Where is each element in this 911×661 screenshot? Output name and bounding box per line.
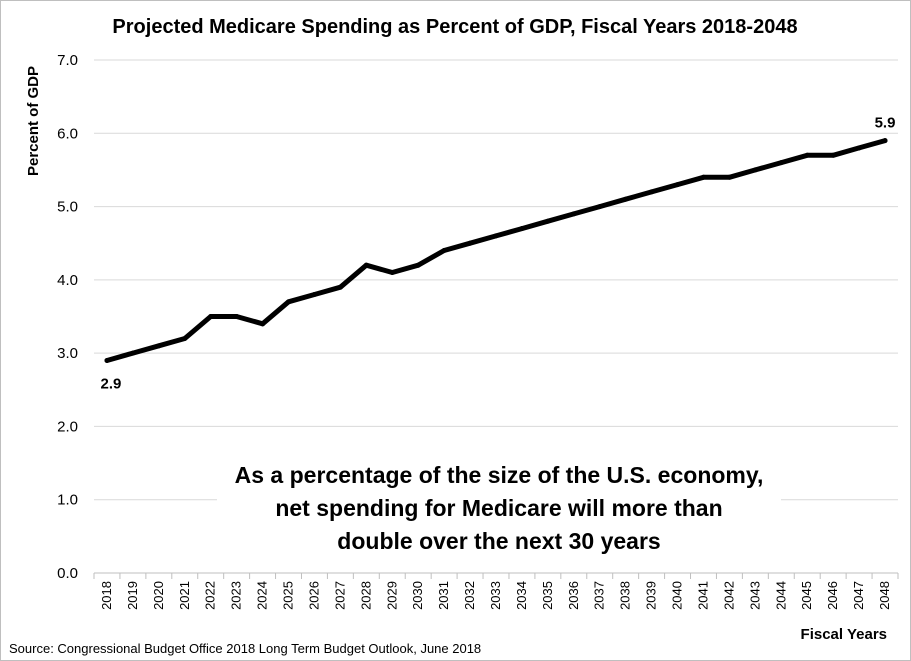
data-point	[389, 270, 395, 276]
data-point	[234, 314, 240, 319]
x-tick-label: 2021	[177, 581, 192, 610]
series-group	[104, 138, 888, 363]
x-tick-label: 2029	[384, 581, 399, 610]
data-point	[778, 160, 784, 166]
y-tick-label: 5.0	[57, 199, 78, 216]
data-label: 5.9	[875, 115, 896, 132]
data-point	[571, 211, 577, 217]
x-tick-label: 2024	[255, 581, 270, 610]
data-point	[441, 248, 447, 254]
data-point	[337, 284, 343, 290]
gridlines	[94, 59, 898, 501]
data-point	[130, 350, 136, 356]
y-tick-label: 6.0	[57, 125, 78, 142]
data-point	[208, 314, 214, 319]
x-tick-label: 2043	[747, 581, 762, 610]
y-tick-label: 3.0	[57, 345, 78, 362]
x-tick-label: 2025	[281, 581, 296, 610]
data-point	[415, 262, 421, 268]
series-line	[104, 138, 888, 363]
x-tick-label: 2042	[721, 581, 736, 610]
data-point	[882, 138, 888, 144]
y-tick-label: 7.0	[57, 52, 78, 69]
data-point	[752, 167, 758, 173]
annotation-line: net spending for Medicare will more than	[275, 495, 722, 521]
data-point	[182, 335, 188, 341]
annotation-background	[217, 455, 781, 564]
data-point	[286, 299, 292, 305]
x-tick-label: 2030	[410, 581, 425, 610]
x-tick-label: 2046	[825, 581, 840, 610]
data-point	[519, 226, 525, 232]
data-labels: 2.9 5.9	[101, 115, 896, 393]
data-point	[649, 189, 655, 195]
x-tick-label: 2032	[462, 581, 477, 610]
data-point	[700, 174, 706, 180]
x-axis-label: Fiscal Years	[801, 626, 887, 643]
annotation-line: double over the next 30 years	[337, 528, 660, 554]
x-tick-label: 2039	[644, 581, 659, 610]
chart-title: Projected Medicare Spending as Percent o…	[112, 16, 797, 38]
x-tick-label: 2027	[332, 581, 347, 610]
data-point	[467, 240, 473, 246]
data-point	[623, 196, 629, 202]
x-axis	[93, 572, 899, 579]
x-tick-label: 2022	[203, 581, 218, 610]
data-point	[156, 343, 162, 349]
data-point	[830, 152, 836, 158]
y-tick-label: 4.0	[57, 272, 78, 289]
x-tick-label: 2036	[566, 581, 581, 610]
data-point	[363, 262, 369, 268]
x-tick-label: 2034	[514, 581, 529, 610]
data-point	[545, 218, 551, 224]
data-label: 2.9	[101, 375, 122, 392]
x-tick-label: 2045	[799, 581, 814, 610]
x-tick-label: 2019	[125, 581, 140, 610]
x-tick-label: 2018	[99, 581, 114, 610]
x-tick-label: 2047	[851, 581, 866, 610]
data-point	[104, 357, 110, 363]
x-tick-label: 2028	[358, 581, 373, 610]
data-point	[260, 321, 266, 327]
x-tick-label: 2026	[306, 581, 321, 610]
y-tick-label: 2.0	[57, 418, 78, 435]
data-point	[804, 152, 810, 158]
x-axis-ticks: 2018 2019 2020 2021 2022 2023 2024 2025 2026 2027…	[99, 581, 892, 610]
y-axis-ticks: 0.0 1.0 2.0 3.0 4.0 5.0 6.0 7.0	[57, 52, 78, 582]
x-tick-label: 2037	[592, 581, 607, 610]
data-point	[311, 292, 317, 298]
x-tick-label: 2031	[436, 581, 451, 610]
x-tick-label: 2033	[488, 581, 503, 610]
x-tick-label: 2040	[670, 581, 685, 610]
annotation: As a percentage of the size of the U.S. …	[217, 455, 781, 564]
x-tick-label: 2023	[229, 581, 244, 610]
data-point	[856, 145, 862, 151]
y-tick-label: 0.0	[57, 565, 78, 582]
data-point	[597, 204, 603, 210]
y-tick-label: 1.0	[57, 492, 78, 509]
x-tick-label: 2020	[151, 581, 166, 610]
data-point	[675, 182, 681, 188]
x-tick-label: 2038	[618, 581, 633, 610]
data-point	[726, 174, 732, 180]
data-point	[493, 233, 499, 239]
source-note: Source: Congressional Budget Office 2018…	[9, 641, 481, 656]
x-tick-label: 2035	[540, 581, 555, 610]
x-tick-label: 2048	[877, 581, 892, 610]
annotation-line: As a percentage of the size of the U.S. …	[235, 462, 764, 488]
x-tick-label: 2041	[695, 581, 710, 610]
y-axis-label: Percent of GDP	[25, 66, 42, 176]
x-tick-label: 2044	[773, 581, 788, 610]
